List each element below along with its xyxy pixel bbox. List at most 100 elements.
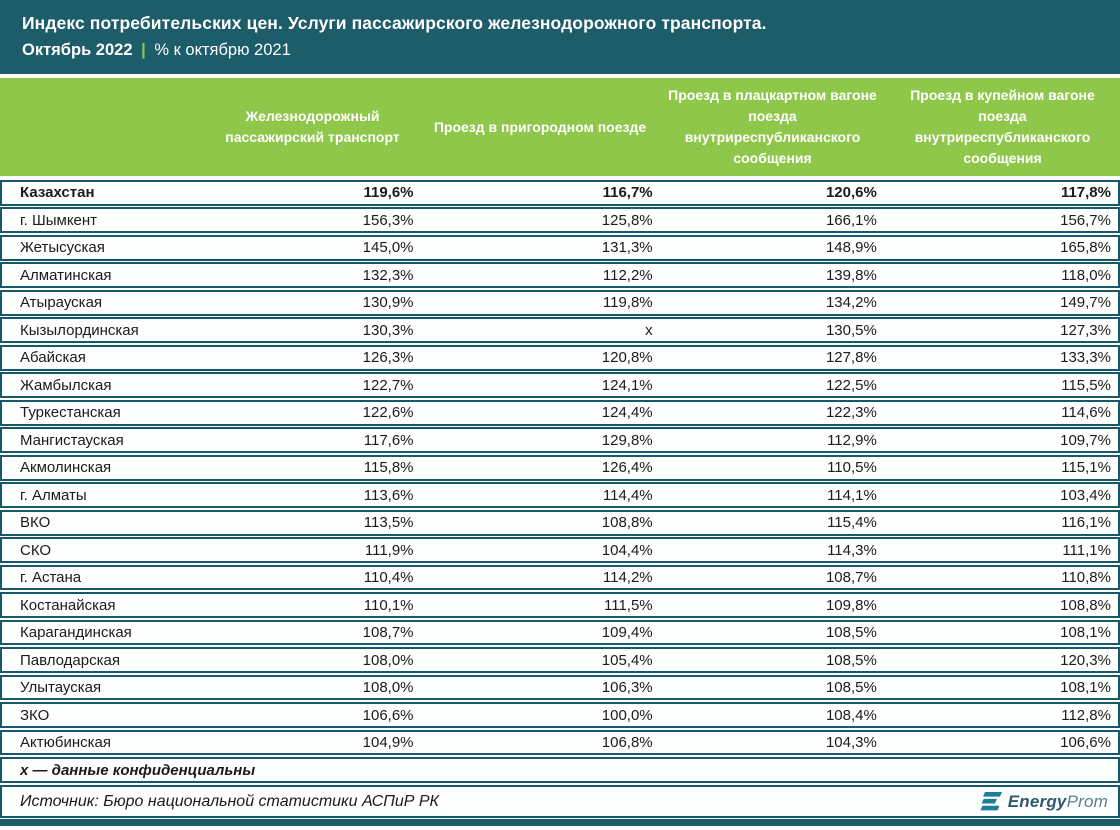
value-cell: 124,4% (601, 404, 653, 422)
value-cell: 109,4% (601, 624, 653, 642)
region-name: ВКО (20, 514, 51, 532)
value-cell: 110,5% (827, 459, 877, 477)
value-cell: х (645, 321, 653, 339)
region-name: Кызылординская (20, 321, 139, 339)
region-name: СКО (20, 541, 52, 559)
table-row: г. Алматы 113,6% 114,4% 114,1% 103,4% (0, 482, 1120, 509)
value-cell: 110,1% (363, 596, 414, 614)
value-cell: 112,9% (827, 431, 877, 449)
value-cell: 108,0% (362, 679, 414, 697)
value-cell: 115,5% (1061, 376, 1111, 394)
value-cell: 117,6% (363, 431, 414, 449)
value-cell: 115,4% (827, 514, 877, 532)
value-cell: 104,4% (601, 541, 653, 559)
region-name: Улытауская (20, 679, 102, 697)
table-row: Улытауская 108,0% 106,3% 108,5% 108,1% (0, 674, 1120, 701)
value-cell: 119,8% (602, 294, 653, 312)
region-name: Абайская (20, 349, 86, 367)
value-cell: 114,2% (602, 569, 653, 587)
value-cell: 139,8% (825, 266, 877, 284)
value-cell: 120,3% (1060, 651, 1111, 669)
value-cell: 109,7% (1060, 431, 1111, 449)
value-cell: 133,3% (1060, 349, 1111, 367)
value-cell: 113,5% (363, 514, 414, 532)
value-cell: 111,1% (1062, 541, 1111, 559)
table-body: Казахстан 119,6% 116,7% 120,6% 117,8% г. Шымк… (0, 180, 1120, 756)
region-name: Акмолинская (20, 459, 112, 477)
region-name: Жамбылская (20, 376, 112, 394)
region-name: Алматинская (20, 266, 112, 284)
value-cell: 114,6% (1061, 404, 1111, 422)
value-cell: 126,3% (362, 349, 414, 367)
value-cell: 106,8% (601, 734, 653, 752)
value-cell: 125,8% (601, 211, 653, 229)
value-cell: 156,3% (362, 211, 414, 229)
region-name: Костанайская (20, 596, 116, 614)
value-cell: 100,0% (601, 706, 653, 724)
value-cell: 122,3% (825, 404, 877, 422)
table-row: г. Шымкент 156,3% 125,8% 166,1% 156,7% (0, 207, 1120, 234)
region-name: ЗКО (20, 706, 50, 724)
table-row: Абайская 126,3% 120,8% 127,8% 133,3% (0, 344, 1120, 371)
value-cell: 130,5% (825, 321, 877, 339)
energyprom-logo-icon (980, 792, 1002, 811)
value-cell: 122,6% (362, 404, 414, 422)
column-header-suburban-train: Проезд в пригородном поезде (433, 118, 647, 135)
region-name: Туркестанская (20, 404, 121, 422)
page-title: Индекс потребительских цен. Услуги пасса… (22, 13, 767, 33)
value-cell: 108,1% (1060, 679, 1111, 697)
value-cell: 106,3% (601, 679, 653, 697)
value-cell: 116,7% (602, 184, 653, 202)
value-cell: 126,4% (601, 459, 653, 477)
table-row: Жамбылская 122,7% 124,1% 122,5% 115,5% (0, 372, 1120, 399)
value-cell: 119,6% (363, 184, 414, 202)
value-cell: 148,9% (825, 239, 877, 257)
value-cell: 108,7% (825, 569, 877, 587)
value-cell: 104,3% (825, 734, 877, 752)
value-cell: 132,3% (362, 266, 414, 284)
subtitle-separator: | (141, 41, 146, 59)
value-cell: 108,0% (362, 651, 414, 669)
value-cell: 103,4% (1060, 486, 1111, 504)
value-cell: 106,6% (1060, 734, 1111, 752)
region-name: Казахстан (20, 184, 95, 202)
table-row: Туркестанская 122,6% 124,4% 122,3% 114,6% (0, 399, 1120, 426)
value-cell: 108,5% (825, 651, 877, 669)
value-cell: 108,1% (1060, 624, 1111, 642)
value-cell: 122,7% (362, 376, 414, 394)
value-cell: 108,7% (362, 624, 414, 642)
value-cell: 149,7% (1060, 294, 1111, 312)
region-name: г. Алматы (20, 486, 87, 504)
column-header-coupe: Проезд в купейном вагоне поезда внутрире… (910, 87, 1095, 166)
value-cell: 105,4% (601, 651, 653, 669)
table-row: Карагандинская 108,7% 109,4% 108,5% 108,1% (0, 619, 1120, 646)
table-row: Кызылординская 130,3% х 130,5% 127,3% (0, 317, 1120, 344)
value-cell: 122,5% (825, 376, 877, 394)
value-cell: 108,4% (825, 706, 877, 724)
region-name: Атырауская (20, 294, 103, 312)
subtitle-unit: % к октябрю 2021 (154, 41, 291, 59)
confidential-footnote: х — данные конфиденциальны (0, 757, 1120, 784)
table-row: ВКО 113,5% 108,8% 115,4% 116,1% (0, 509, 1120, 536)
value-cell: 108,5% (825, 624, 877, 642)
logo-wordmark: EnergyProm (1008, 792, 1108, 812)
region-name: г. Астана (20, 569, 82, 587)
value-cell: 127,3% (1060, 321, 1111, 339)
value-cell: 114,3% (827, 541, 877, 559)
source-row: Источник: Бюро национальной статистики А… (0, 785, 1120, 819)
logo-prom: Prom (1066, 791, 1108, 811)
bottom-accent-bar (0, 819, 1120, 827)
value-cell: 118,0% (1061, 266, 1111, 284)
value-cell: 120,6% (825, 184, 877, 202)
value-cell: 145,0% (362, 239, 414, 257)
value-cell: 117,8% (1060, 184, 1111, 202)
table-row: Костанайская 110,1% 111,5% 109,8% 108,8% (0, 592, 1120, 618)
value-cell: 129,8% (601, 431, 653, 449)
value-cell: 109,8% (825, 596, 877, 614)
region-name: Актюбинская (20, 734, 111, 752)
value-cell: 111,9% (364, 541, 414, 559)
value-cell: 110,4% (363, 569, 414, 587)
value-cell: 114,4% (602, 486, 653, 504)
value-cell: 120,8% (601, 349, 653, 367)
value-cell: 166,1% (825, 211, 877, 229)
